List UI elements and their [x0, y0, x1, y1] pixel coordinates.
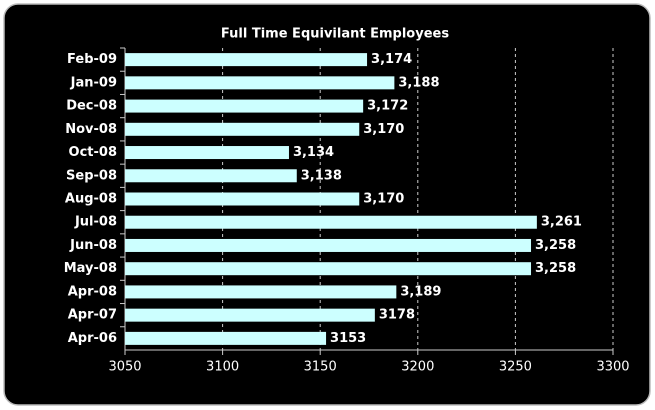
y-tick-label: Dec-08: [66, 99, 117, 114]
bar: [125, 215, 537, 229]
bar: [125, 238, 532, 252]
data-label: 3,138: [301, 168, 342, 183]
y-tick-label: Apr-08: [68, 284, 117, 299]
bar: [125, 331, 327, 345]
data-label: 3,170: [363, 122, 404, 137]
bar: [125, 76, 395, 90]
y-tick-label: May-08: [64, 261, 117, 276]
bar: [125, 99, 364, 113]
data-label: 3178: [379, 308, 415, 323]
bar: [125, 146, 289, 160]
x-tick-label: 3150: [304, 360, 337, 375]
data-label: 3,134: [293, 145, 334, 160]
bar: [125, 308, 375, 322]
bar: [125, 169, 297, 183]
bar: [125, 262, 532, 276]
y-tick-label: Jun-08: [69, 238, 117, 253]
y-tick-label: Feb-09: [67, 52, 117, 67]
bar: [125, 122, 360, 136]
data-label: 3,170: [363, 192, 404, 207]
data-label: 3,189: [400, 284, 441, 299]
y-tick-label: Apr-06: [68, 331, 117, 346]
bar: [125, 192, 360, 206]
y-tick-label: Sep-08: [66, 168, 117, 183]
x-tick-label: 3200: [401, 360, 434, 375]
data-label: 3,174: [371, 52, 412, 67]
y-tick-label: Nov-08: [65, 122, 117, 137]
y-tick-label: Jul-08: [74, 215, 117, 230]
data-label: 3153: [330, 331, 366, 346]
data-label: 3,188: [398, 75, 439, 90]
y-tick-label: Jan-09: [70, 75, 117, 90]
x-tick-label: 3250: [499, 360, 532, 375]
y-tick-label: Aug-08: [65, 192, 117, 207]
data-label: 3,258: [535, 261, 576, 276]
data-label: 3,261: [541, 215, 582, 230]
data-label: 3,172: [367, 99, 408, 114]
x-tick-label: 3300: [596, 360, 629, 375]
chart-title: Full Time Equivilant Employees: [221, 27, 449, 42]
y-tick-label: Apr-07: [68, 308, 117, 323]
bar: [125, 53, 368, 67]
y-tick-label: Oct-08: [69, 145, 117, 160]
x-tick-label: 3050: [108, 360, 141, 375]
bar: [125, 285, 397, 299]
data-label: 3,258: [535, 238, 576, 253]
x-tick-label: 3100: [206, 360, 239, 375]
